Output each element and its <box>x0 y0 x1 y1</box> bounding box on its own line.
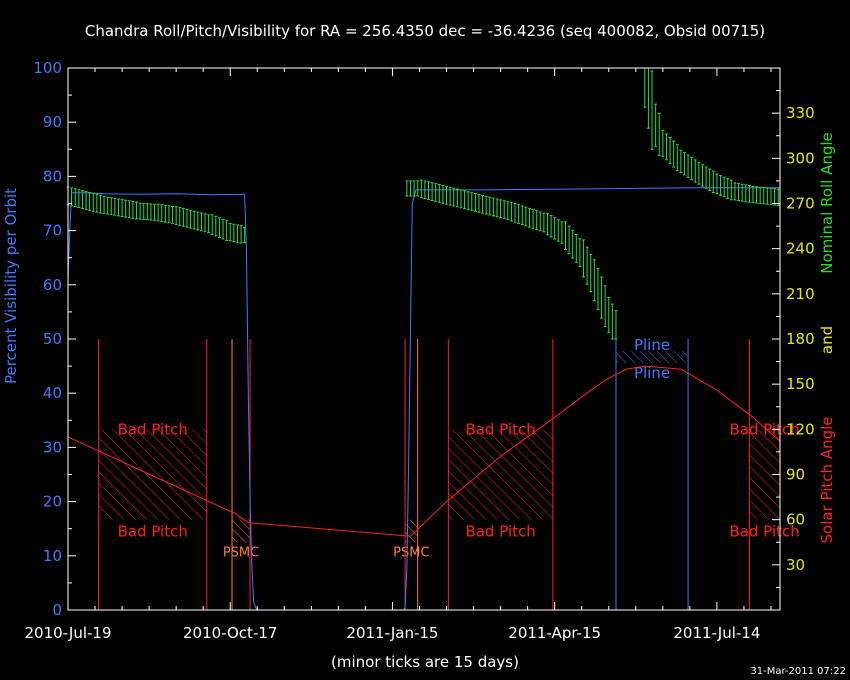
pitch-tick-label: 180 <box>786 330 815 348</box>
bad-pitch-region <box>448 429 553 520</box>
pline-label-bottom: Pline <box>634 364 670 382</box>
bad-pitch-label-top: Bad Pitch <box>730 420 800 438</box>
left-tick-label: 60 <box>43 276 62 294</box>
bad-pitch-label-bottom: Bad Pitch <box>118 523 188 541</box>
bad-pitch-label-top: Bad Pitch <box>465 420 535 438</box>
y-axis-label-and: and <box>818 326 836 354</box>
x-axis-footnote: (minor ticks are 15 days) <box>331 653 519 671</box>
pitch-tick-label: 60 <box>786 511 805 529</box>
y-axis-label-pitch: Solar Pitch Angle <box>818 417 836 544</box>
y-axis-label-left: Percent Visibility per Orbit <box>2 188 20 384</box>
left-tick-label: 80 <box>43 167 62 185</box>
timestamp: 31-Mar-2011 07:22 <box>750 666 846 677</box>
y-axis-label-roll: Nominal Roll Angle <box>818 132 836 274</box>
left-tick-label: 70 <box>43 222 62 240</box>
bad-pitch-label-bottom: Bad Pitch <box>465 523 535 541</box>
x-tick-label: 2010-Jul-19 <box>24 624 111 642</box>
psmc-region <box>232 519 251 543</box>
pitch-line <box>67 365 781 537</box>
pline-region <box>615 351 689 364</box>
roll-tick-label: 270 <box>786 195 815 213</box>
pitch-tick-label: 150 <box>786 375 815 393</box>
left-tick-label: 0 <box>52 601 62 619</box>
x-tick-label: 2011-Jul-14 <box>673 624 760 642</box>
roll-tick-label: 330 <box>786 104 815 122</box>
psmc-label: PSMC <box>223 545 259 560</box>
roll-tick-label: 210 <box>786 285 815 303</box>
pitch-tick-label: 90 <box>786 466 805 484</box>
bad-pitch-label-bottom: Bad Pitch <box>730 523 800 541</box>
left-tick-label: 50 <box>43 330 62 348</box>
psmc-region <box>405 519 418 543</box>
forbidden-regions: Bad Pitch Bad Pitch Bad Pitch Bad Pitch Bad … <box>98 336 800 560</box>
bad-pitch-label-top: Bad Pitch <box>118 420 188 438</box>
pitch-tick-label: 30 <box>786 556 805 574</box>
x-tick-label: 2010-Oct-17 <box>183 624 277 642</box>
left-tick-label: 90 <box>43 113 62 131</box>
x-tick-label: 2011-Apr-15 <box>508 624 601 642</box>
pline-label-top: Pline <box>634 336 670 354</box>
chart-title: Chandra Roll/Pitch/Visibility for RA = 2… <box>85 22 765 40</box>
constraint-lines <box>98 339 750 610</box>
left-tick-label: 20 <box>43 493 62 511</box>
left-tick-label: 10 <box>43 547 62 565</box>
roll-angle-bars <box>66 67 780 340</box>
pitch-tick-label: 120 <box>786 420 815 438</box>
left-tick-label: 40 <box>43 384 62 402</box>
left-tick-label: 30 <box>43 438 62 456</box>
axis-ticks: 0 10 20 30 40 50 60 70 80 90 100 210 240 270 300 330 30 6… <box>24 59 814 642</box>
bad-pitch-region <box>98 429 207 520</box>
roll-tick-label: 300 <box>786 149 815 167</box>
psmc-label: PSMC <box>393 545 429 560</box>
x-tick-label: 2011-Jan-15 <box>346 624 438 642</box>
left-tick-label: 100 <box>33 59 62 77</box>
roll-tick-label: 240 <box>786 240 815 258</box>
